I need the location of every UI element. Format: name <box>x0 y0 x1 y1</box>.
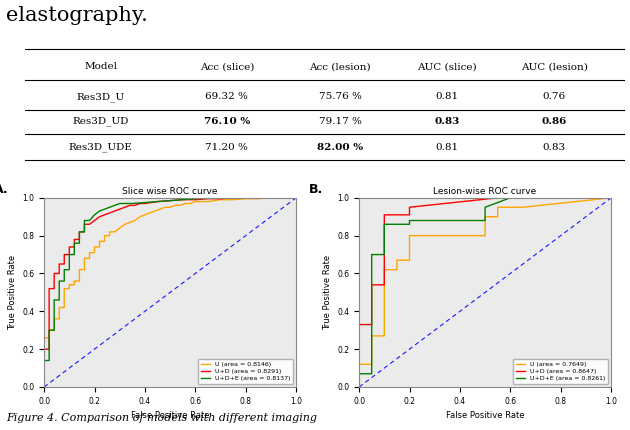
Text: 0.83: 0.83 <box>435 117 460 126</box>
Text: Acc (lesion): Acc (lesion) <box>309 62 371 71</box>
Legend: U (area = 0.8146), U+D (area = 0.8291), U+D+E (area = 0.8137): U (area = 0.8146), U+D (area = 0.8291), … <box>198 359 293 384</box>
Text: 0.81: 0.81 <box>436 92 459 101</box>
Text: B.: B. <box>309 183 323 196</box>
Text: Figure 4. Comparison of models with different imaging: Figure 4. Comparison of models with diff… <box>6 413 318 423</box>
Text: 0.76: 0.76 <box>543 92 566 101</box>
Text: 69.32 %: 69.32 % <box>205 92 248 101</box>
Text: elastography.: elastography. <box>6 6 148 25</box>
Text: Acc (slice): Acc (slice) <box>200 62 254 71</box>
Text: Res3D_UDE: Res3D_UDE <box>69 142 133 152</box>
Text: Model: Model <box>84 62 117 71</box>
Text: Res3D_UD: Res3D_UD <box>72 117 129 126</box>
X-axis label: False Positive Rate: False Positive Rate <box>131 411 209 420</box>
Y-axis label: True Positive Rate: True Positive Rate <box>323 255 332 330</box>
Text: 0.86: 0.86 <box>542 117 567 126</box>
Text: 75.76 %: 75.76 % <box>319 92 362 101</box>
Text: Res3D_U: Res3D_U <box>77 92 125 101</box>
Text: 82.00 %: 82.00 % <box>317 143 364 151</box>
Title: Lesion-wise ROC curve: Lesion-wise ROC curve <box>433 187 537 196</box>
Title: Slice wise ROC curve: Slice wise ROC curve <box>122 187 218 196</box>
Text: 0.81: 0.81 <box>436 143 459 151</box>
X-axis label: False Positive Rate: False Positive Rate <box>446 411 524 420</box>
Text: A.: A. <box>0 183 8 196</box>
Y-axis label: True Positive Rate: True Positive Rate <box>8 255 17 330</box>
Text: AUC (slice): AUC (slice) <box>418 62 477 71</box>
Text: 76.10 %: 76.10 % <box>203 117 250 126</box>
Text: 79.17 %: 79.17 % <box>319 117 362 126</box>
Text: 0.83: 0.83 <box>543 143 566 151</box>
Text: 71.20 %: 71.20 % <box>205 143 248 151</box>
Legend: U (area = 0.7649), U+D (area = 0.8647), U+D+E (area = 0.8261): U (area = 0.7649), U+D (area = 0.8647), … <box>513 359 608 384</box>
Text: AUC (lesion): AUC (lesion) <box>521 62 588 71</box>
